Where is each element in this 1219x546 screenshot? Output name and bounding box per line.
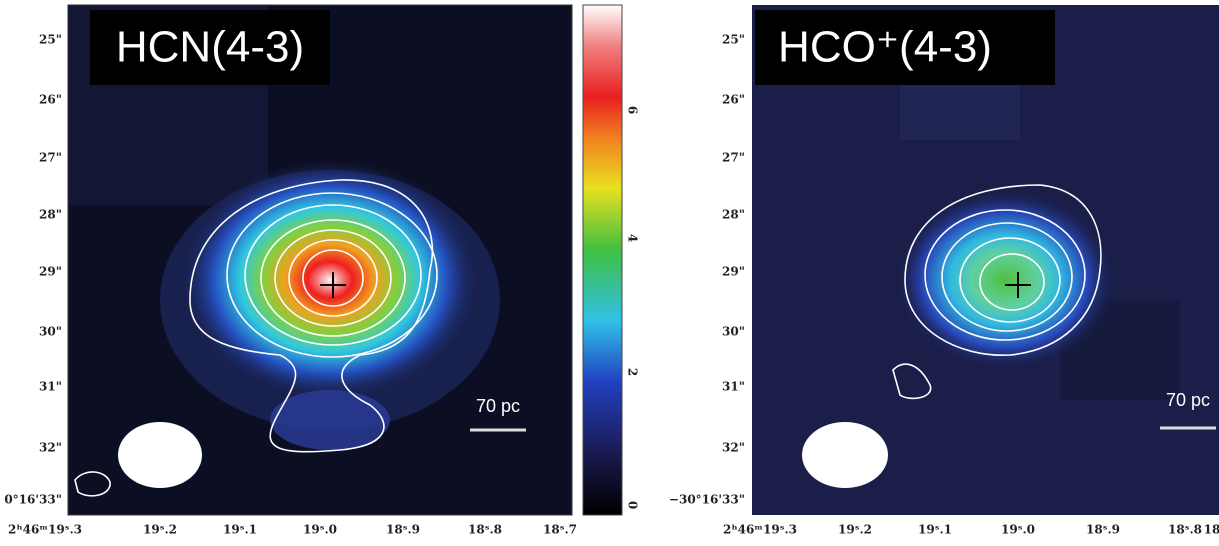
y-tick-label: 26" [722, 93, 745, 107]
y-tick-label: 32" [39, 441, 62, 455]
x-tick-label: 2ʰ46ᵐ19ˢ.3 [723, 523, 797, 537]
colorbar-tick-label: 6 [626, 106, 640, 114]
x-tick-label: 19ˢ.2 [143, 523, 177, 537]
x-tick-label: 19ˢ.0 [1001, 523, 1035, 537]
y-tick-label: 27" [39, 151, 62, 165]
y-tick-label: 31" [39, 380, 62, 394]
x-tick-label: 19ˢ.0 [303, 523, 337, 537]
x-tick-label: 2ʰ46ᵐ19ˢ.3 [8, 523, 82, 537]
colorbar-tick-label: 4 [626, 234, 640, 242]
colorbar [582, 4, 623, 516]
x-tick-label: 18ˢ.7 [543, 523, 577, 537]
y-tick-label: 26" [39, 93, 62, 107]
y-tick-label: 25" [39, 33, 62, 47]
colorbar-tick-label: 2 [626, 368, 640, 376]
y-tick-label: 29" [722, 265, 745, 279]
colorbar-tick-label: 0 [626, 501, 640, 509]
x-tick-label: 18ˢ.8 [1168, 523, 1202, 537]
x-tick-label: 19ˢ.1 [918, 523, 952, 537]
x-tick-label: 19ˢ.1 [223, 523, 257, 537]
scale-label: 70 pc [476, 396, 520, 416]
y-tick-label: 32" [722, 441, 745, 455]
panel-title: HCN(4-3) [116, 23, 304, 72]
y-tick-label: 0°16'33" [4, 493, 62, 507]
x-tick-label: 19ˢ.2 [838, 523, 872, 537]
y-tick-label: 29" [39, 265, 62, 279]
x-tick-label: 18ˢ.9 [386, 523, 420, 537]
y-tick-label: 31" [722, 380, 745, 394]
panel-title: HCO⁺(4-3) [778, 23, 992, 72]
scale-label: 70 pc [1166, 390, 1210, 410]
y-tick-label: −30°16'33" [669, 493, 745, 507]
y-tick-label: 28" [722, 208, 745, 222]
x-tick-label: 18ˢ.9 [1086, 523, 1120, 537]
y-tick-label: 28" [39, 208, 62, 222]
map-hcn [67, 4, 573, 516]
x-tick-label: 18ˢ.8 [468, 523, 502, 537]
y-tick-label: 25" [722, 33, 745, 47]
map-hco [752, 5, 1219, 515]
y-tick-label: 27" [722, 151, 745, 165]
y-tick-label: 30" [39, 325, 62, 339]
y-tick-label: 30" [722, 325, 745, 339]
x-tick-label: 18 [1204, 523, 1219, 537]
